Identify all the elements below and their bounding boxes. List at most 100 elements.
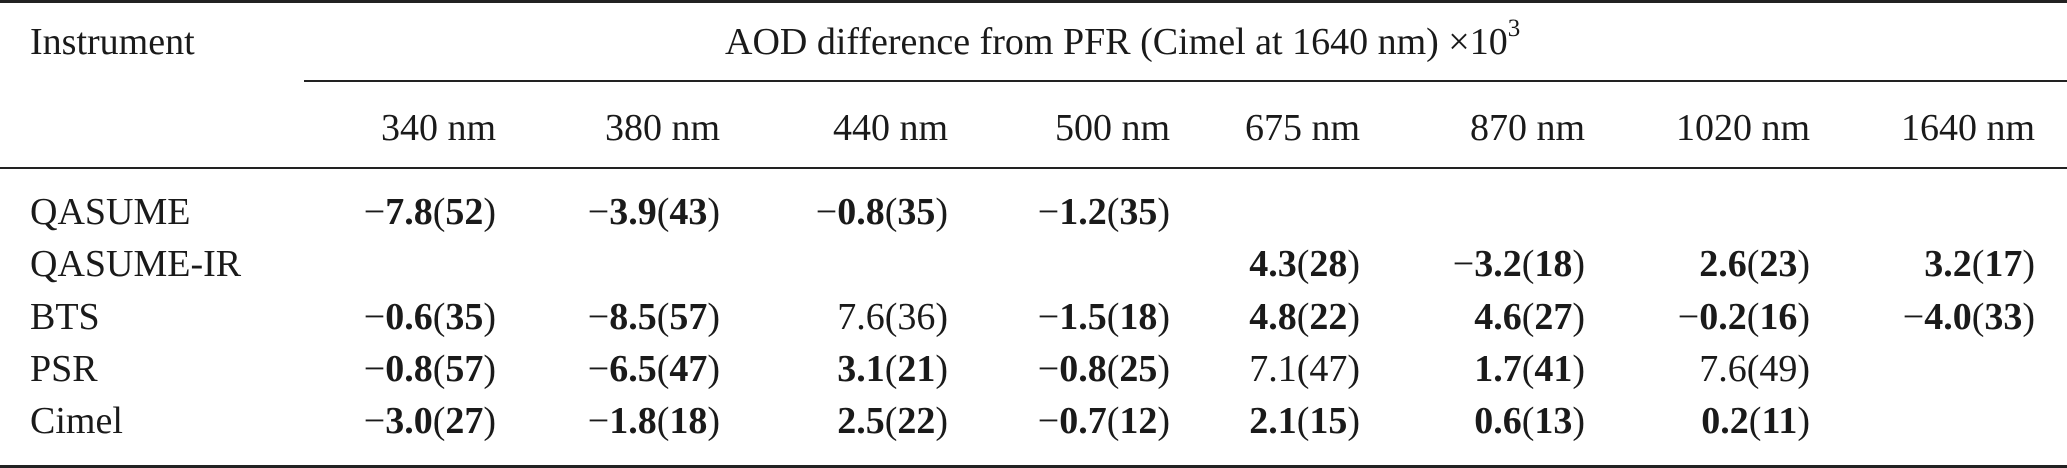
table-cell: −8.5(57) <box>587 296 720 338</box>
table-cell: −0.8(35) <box>815 191 948 233</box>
header-group-rule <box>304 80 2067 82</box>
cell-uncertainty: 57 <box>445 348 484 390</box>
cell-sign: − <box>363 296 386 338</box>
table-cell: −7.8(52) <box>363 191 496 233</box>
table-cell: 4.8(22) <box>1249 296 1360 338</box>
cell-uncertainty: 35 <box>1119 191 1158 233</box>
table-cell: −3.9(43) <box>587 191 720 233</box>
table-cell: −3.2(18) <box>1452 243 1585 285</box>
cell-value: 6.5 <box>609 348 657 390</box>
cell-uncertainty: 43 <box>669 191 708 233</box>
cell-sign: − <box>1037 348 1060 390</box>
cell-value: 2.5 <box>837 400 885 442</box>
wavelength-header: 1020 nm <box>1675 107 1810 149</box>
table-cell: 0.6(13) <box>1474 400 1585 442</box>
table-bottom-rule <box>0 465 2067 468</box>
cell-sign: − <box>363 348 386 390</box>
cell-uncertainty: 35 <box>445 296 484 338</box>
cell-uncertainty: 47 <box>669 348 708 390</box>
cell-sign: − <box>1902 296 1925 338</box>
header-group-text: AOD difference from PFR (Cimel at 1640 n… <box>725 21 1508 63</box>
cell-uncertainty: 17 <box>1984 243 2023 285</box>
cell-uncertainty: 18 <box>1119 296 1158 338</box>
wavelength-header: 870 nm <box>1469 107 1585 149</box>
header-bottom-rule <box>0 167 2067 169</box>
table-cell: −1.8(18) <box>587 400 720 442</box>
cell-value: 3.9 <box>609 191 657 233</box>
cell-uncertainty: 18 <box>669 400 708 442</box>
cell-sign: − <box>1452 243 1475 285</box>
cell-sign: − <box>1677 296 1700 338</box>
cell-uncertainty: 18 <box>1534 243 1573 285</box>
cell-value: 1.8 <box>609 400 657 442</box>
cell-value: 0.6 <box>1474 400 1522 442</box>
cell-value: 0.2 <box>1701 400 1749 442</box>
cell-uncertainty: 36 <box>897 296 936 338</box>
wavelength-header: 675 nm <box>1244 107 1360 149</box>
table-cell: −0.2(16) <box>1677 296 1810 338</box>
cell-uncertainty: 35 <box>897 191 936 233</box>
cell-uncertainty: 28 <box>1309 243 1348 285</box>
table-cell: 2.1(15) <box>1249 400 1360 442</box>
header-group-title: AOD difference from PFR (Cimel at 1640 n… <box>725 16 1520 64</box>
cell-sign: − <box>587 191 610 233</box>
table-cell: 7.1(47) <box>1249 348 1360 390</box>
row-instrument-label: QASUME <box>30 191 191 233</box>
cell-uncertainty: 25 <box>1119 348 1158 390</box>
table-cell: −1.2(35) <box>1037 191 1170 233</box>
table-cell: 7.6(36) <box>837 296 948 338</box>
wavelength-header: 500 nm <box>1054 107 1170 149</box>
cell-value: 2.1 <box>1249 400 1297 442</box>
cell-value: 7.6 <box>1699 348 1747 390</box>
table-cell: −4.0(33) <box>1902 296 2035 338</box>
cell-sign: − <box>1037 191 1060 233</box>
cell-uncertainty: 41 <box>1534 348 1573 390</box>
table-cell: 2.5(22) <box>837 400 948 442</box>
cell-value: 4.8 <box>1249 296 1297 338</box>
table-cell: −0.8(57) <box>363 348 496 390</box>
cell-sign: − <box>815 191 838 233</box>
cell-value: 0.8 <box>385 348 433 390</box>
cell-value: 7.8 <box>385 191 433 233</box>
cell-uncertainty: 22 <box>1309 296 1348 338</box>
cell-uncertainty: 11 <box>1761 400 1798 442</box>
cell-value: 1.2 <box>1059 191 1107 233</box>
cell-value: 4.3 <box>1249 243 1297 285</box>
table-cell: −6.5(47) <box>587 348 720 390</box>
table-cell: 4.6(27) <box>1474 296 1585 338</box>
cell-value: 7.1 <box>1249 348 1297 390</box>
wavelength-header: 1640 nm <box>1900 107 2035 149</box>
row-instrument-label: BTS <box>30 296 100 338</box>
table-cell: 7.6(49) <box>1699 348 1810 390</box>
cell-value: 2.6 <box>1699 243 1747 285</box>
cell-uncertainty: 57 <box>669 296 708 338</box>
cell-uncertainty: 22 <box>897 400 936 442</box>
row-instrument-label: PSR <box>30 348 98 390</box>
cell-value: 4.0 <box>1924 296 1972 338</box>
cell-uncertainty: 49 <box>1759 348 1798 390</box>
cell-uncertainty: 16 <box>1759 296 1798 338</box>
cell-sign: − <box>363 191 386 233</box>
cell-value: 1.5 <box>1059 296 1107 338</box>
cell-sign: − <box>587 348 610 390</box>
table-cell: 3.1(21) <box>837 348 948 390</box>
cell-sign: − <box>587 296 610 338</box>
cell-sign: − <box>1037 296 1060 338</box>
cell-uncertainty: 12 <box>1119 400 1158 442</box>
cell-uncertainty: 23 <box>1759 243 1798 285</box>
table-cell: 2.6(23) <box>1699 243 1810 285</box>
cell-uncertainty: 27 <box>445 400 484 442</box>
cell-value: 3.0 <box>385 400 433 442</box>
row-instrument-label: QASUME-IR <box>30 243 242 285</box>
header-group-exponent: 3 <box>1507 15 1521 42</box>
wavelength-header: 440 nm <box>832 107 948 149</box>
cell-value: 0.6 <box>385 296 433 338</box>
cell-value: 8.5 <box>609 296 657 338</box>
cell-sign: − <box>1037 400 1060 442</box>
cell-uncertainty: 47 <box>1309 348 1348 390</box>
table-top-rule <box>0 0 2067 3</box>
cell-sign: − <box>587 400 610 442</box>
cell-uncertainty: 33 <box>1984 296 2023 338</box>
cell-sign: − <box>363 400 386 442</box>
cell-value: 3.1 <box>837 348 885 390</box>
